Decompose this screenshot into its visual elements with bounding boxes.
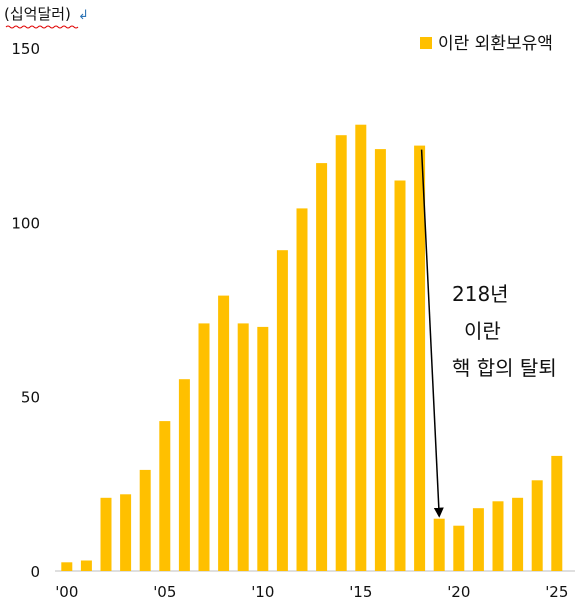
bar-2022 [492, 501, 504, 571]
legend-swatch [420, 37, 432, 49]
bar-2003 [120, 494, 132, 571]
x-tick-label: '25 [545, 583, 568, 601]
bar-2020 [453, 525, 465, 571]
x-tick-label: '15 [349, 583, 372, 601]
bar-2006 [178, 379, 190, 571]
bar-2016 [374, 149, 386, 571]
paragraph-mark-icon: ↲ [78, 8, 89, 23]
bar-2011 [276, 250, 288, 571]
unit-label: (십억달러) [4, 5, 71, 23]
bar-2013 [316, 163, 328, 571]
bar-2004 [139, 469, 151, 571]
bar-2002 [100, 497, 112, 571]
x-tick-label: '00 [55, 583, 78, 601]
bar-2007 [198, 323, 210, 571]
x-tick-label: '20 [447, 583, 470, 601]
x-tick-label: '05 [153, 583, 176, 601]
annotation-line-3: 핵 합의 탈퇴 [452, 356, 557, 380]
y-axis-labels: 0 50 100 150 [11, 40, 40, 581]
annotation-line-2: 이란 [464, 319, 501, 343]
annotation-arrow [420, 149, 444, 518]
bar-2001 [80, 560, 92, 571]
bar-2015 [355, 124, 367, 571]
bar-2010 [257, 326, 269, 571]
legend-label: 이란 외환보유액 [438, 34, 553, 54]
legend: 이란 외환보유액 [420, 34, 553, 54]
bar-2012 [296, 208, 308, 571]
bar-2005 [159, 421, 171, 571]
bar-2000 [61, 562, 73, 571]
bar-series [61, 124, 563, 571]
x-axis-labels: '00 '05 '10 '15 '20 '25 [55, 583, 568, 601]
bar-2014 [335, 135, 347, 571]
annotation: 218년 이란 핵 합의 탈퇴 [420, 149, 557, 518]
x-tick-label: '10 [251, 583, 274, 601]
bar-2025 [551, 455, 563, 571]
bar-2008 [218, 295, 230, 571]
bar-2017 [394, 180, 406, 571]
bar-2024 [531, 480, 543, 571]
annotation-line-1: 218년 [452, 282, 509, 306]
bar-2021 [472, 508, 484, 571]
bar-2019 [433, 518, 445, 571]
y-tick-label: 150 [11, 40, 40, 58]
y-tick-label: 0 [30, 563, 40, 581]
y-tick-label: 50 [21, 389, 40, 407]
bar-2023 [512, 497, 524, 571]
bar-2018 [414, 145, 426, 571]
spellcheck-squiggle [5, 25, 79, 29]
y-tick-label: 100 [11, 214, 40, 232]
bar-2009 [237, 323, 249, 571]
